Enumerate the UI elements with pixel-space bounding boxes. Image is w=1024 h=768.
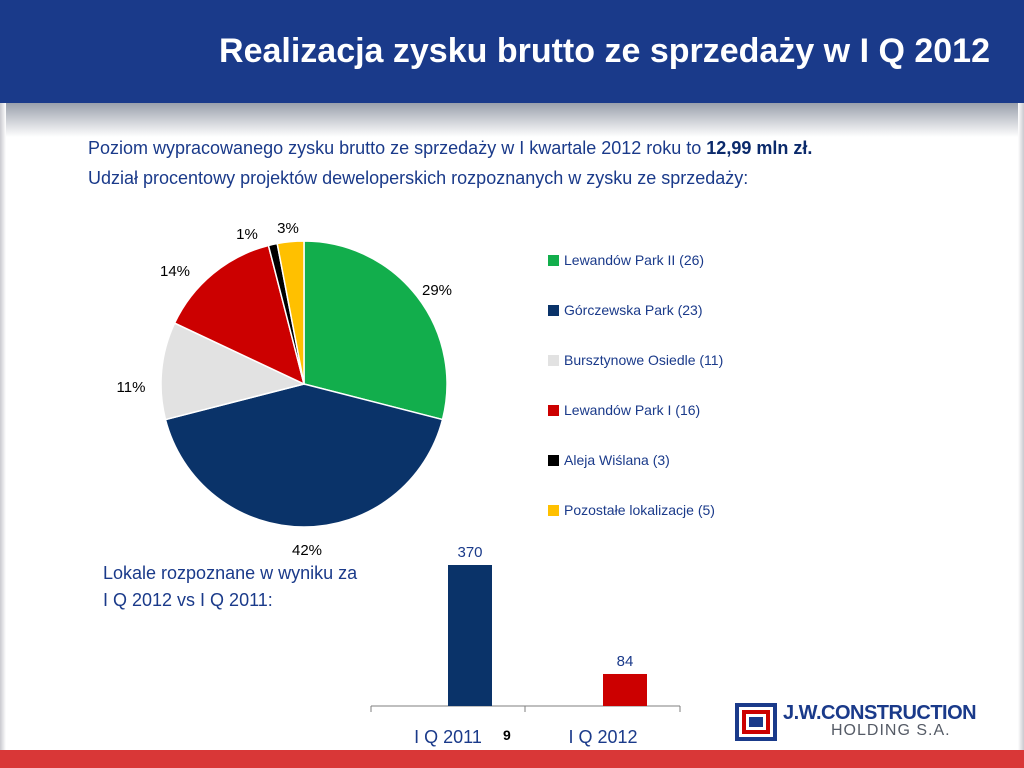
- pie-data-label: 1%: [236, 226, 258, 243]
- intro-line-1: Poziom wypracowanego zysku brutto ze spr…: [88, 133, 812, 163]
- legend-label: Górczewska Park (23): [564, 302, 703, 318]
- pie-labels: 29% 42% 11% 14% 1% 3%: [117, 220, 452, 559]
- legend-swatch: [548, 354, 559, 366]
- pie-data-label: 14%: [160, 263, 190, 280]
- pie-slice: [160, 322, 307, 421]
- legend-label: Lewandów Park I (16): [564, 402, 701, 418]
- bar-labels: 370 I Q 2011 84 I Q 2012: [414, 544, 637, 747]
- pie-slice: [276, 240, 305, 385]
- pie-data-label: 11%: [117, 379, 146, 396]
- logo-subtitle: HOLDING S.A.: [831, 722, 951, 739]
- page-title: Realizacja zysku brutto ze sprzedaży w I…: [219, 32, 990, 70]
- legend-label: Lewandów Park II (26): [564, 252, 705, 268]
- page-number: 9: [503, 727, 511, 743]
- legend-swatch: [548, 304, 559, 316]
- legend-swatch: [548, 404, 559, 416]
- legend-swatch: [548, 254, 559, 266]
- bar-category-label: I Q 2011: [414, 727, 482, 747]
- bar-axis: [370, 705, 681, 712]
- legend-item: Lewandów Park I (16): [548, 400, 700, 420]
- company-logo: J.W.CONSTRUCTION HOLDING S.A.: [735, 700, 1000, 742]
- bar-value-label: 370: [457, 544, 482, 561]
- legend-item: Górczewska Park (23): [548, 300, 702, 320]
- left-edge: [0, 103, 6, 753]
- legend-item: Lewandów Park II (26): [548, 250, 704, 270]
- legend-label: Aleja Wiślana (3): [564, 452, 670, 468]
- pie-data-label: 3%: [277, 220, 299, 237]
- bar: [603, 673, 647, 706]
- intro-line-1-text: Poziom wypracowanego zysku brutto ze spr…: [88, 138, 707, 158]
- bar: [448, 565, 492, 706]
- pie-slice: [173, 244, 306, 386]
- pie-slice: [267, 242, 305, 385]
- bar-category-label: I Q 2012: [568, 727, 637, 747]
- bar-caption-line-2: I Q 2012 vs I Q 2011:: [103, 590, 273, 610]
- legend-swatch: [548, 454, 559, 466]
- logo-name: J.W.CONSTRUCTION: [783, 702, 977, 724]
- legend-item: Pozostałe lokalizacje (5): [548, 500, 715, 520]
- pie-slice: [303, 240, 448, 421]
- legend-swatch: [548, 504, 559, 516]
- pie-slice: [164, 383, 444, 528]
- legend-label: Pozostałe lokalizacje (5): [564, 502, 715, 518]
- logo-mark-icon: [735, 703, 777, 741]
- bar-chart-caption: Lokale rozpoznane w wyniku za I Q 2012 v…: [103, 560, 357, 614]
- right-edge: [1018, 103, 1024, 753]
- intro-profit-value: 12,99 mln zł.: [706, 138, 813, 158]
- legend-label: Bursztynowe Osiedle (11): [564, 352, 724, 368]
- bar-caption-line-1: Lokale rozpoznane w wyniku za: [103, 563, 358, 583]
- pie-slices: [160, 240, 448, 528]
- pie-data-label: 42%: [292, 542, 322, 559]
- pie-data-label: 29%: [422, 282, 452, 299]
- bar-value-label: 84: [617, 653, 634, 670]
- legend-item: Bursztynowe Osiedle (11): [548, 350, 723, 370]
- footer-bar: [0, 750, 1024, 768]
- legend-item: Aleja Wiślana (3): [548, 450, 670, 470]
- header-bar: Realizacja zysku brutto ze sprzedaży w I…: [0, 0, 1024, 103]
- intro-text: Poziom wypracowanego zysku brutto ze spr…: [88, 133, 812, 193]
- intro-line-2: Udział procentowy projektów deweloperski…: [88, 168, 749, 188]
- bar-marks: [448, 565, 647, 706]
- header-shadow: [0, 103, 1024, 137]
